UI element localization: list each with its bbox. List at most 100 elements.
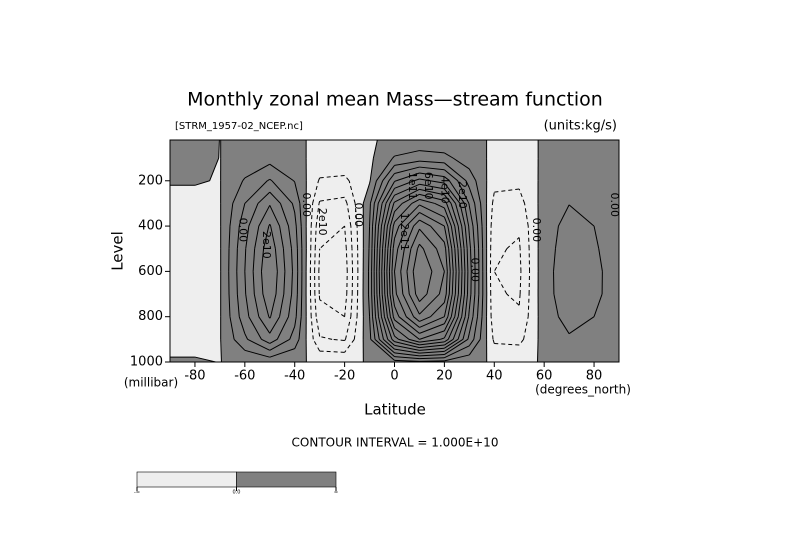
contour-line [419,344,445,349]
contour-line [396,172,420,182]
contour-line [376,157,393,182]
contour-line [369,180,377,204]
contour-line [419,198,435,204]
contour-fill [518,180,539,204]
contour-line [476,226,480,249]
contour-fill [493,316,520,340]
contour-line [386,248,389,272]
contour-label: 0.00 [236,218,249,243]
contour-line [229,203,234,227]
contour-line [419,183,445,190]
contour-line [394,327,410,340]
contour-fill [220,339,246,363]
contour-line [457,316,466,340]
contour-line [518,339,524,346]
contour-line [368,226,371,249]
contour-line [391,248,394,272]
contour-fill [486,293,495,317]
contour-line [413,178,420,182]
contour-line [598,248,603,272]
contour-fill [543,203,570,227]
contour-fill [244,157,271,182]
contour-line [269,191,281,204]
contour-fill [169,180,196,186]
contour-line [395,293,407,317]
contour-line [518,237,521,249]
colorbar-label: ∞ [334,490,338,496]
contour-line [291,248,293,272]
contour-label: 2e10 [316,208,329,236]
contour-fill [593,248,620,272]
contour-line [443,188,456,204]
contour-line [490,203,493,227]
contour-line [258,205,271,227]
contour-line [369,316,372,340]
contour-line [314,294,317,317]
colorbar-label: 0.0 [233,490,241,496]
contour-line [389,293,394,317]
y-tick-label: 1000 [130,355,163,370]
chart-subtitle: [STRM_1957-02_NCEP.nc] [175,121,303,132]
contour-line [419,219,431,227]
contour-line [444,338,464,352]
contour-line [459,203,466,227]
contour-fill [305,339,320,363]
contour-line [444,152,454,159]
contour-fill [543,339,570,363]
contour-line [394,348,420,354]
contour-line [269,178,273,182]
contour-interval-note: CONTOUR INTERVAL = 1.000E+10 [292,436,499,450]
contour-line [279,203,289,227]
contour-fill [169,356,196,363]
contour-fill [537,316,545,340]
contour-line [317,177,321,181]
contour-fill [537,157,545,182]
contour-fill [169,271,196,295]
contour-line [394,183,420,196]
contour-line [468,293,472,310]
contour-line [228,226,231,249]
contour-fill [593,271,620,295]
contour-line [454,248,457,272]
contour-fill [344,293,364,317]
contour-fill [543,271,570,295]
contour-line [254,225,260,249]
contour-fill [294,271,307,295]
contour-fill [269,139,296,159]
contour-line [344,339,355,353]
y-tick-label: 600 [138,264,163,279]
contour-line [269,338,290,351]
contour-line [369,203,371,227]
contour-line [378,248,381,272]
contour-label: 0.00 [352,203,365,228]
contour-line [344,339,346,341]
contour-line [344,293,348,317]
contour-fill [169,339,196,358]
contour-line [394,335,399,340]
contour-line [518,188,526,204]
contour-fill [537,271,545,295]
contour-line [389,211,395,227]
y-tick-label: 200 [138,173,163,188]
contour-line [257,191,271,204]
contour-line [444,345,470,359]
contour-line [394,225,400,239]
contour-line [362,183,371,204]
contour-line [386,293,391,317]
contour-fill [305,248,320,272]
contour-line [447,225,453,249]
contour-fill [568,139,595,159]
contour-line [312,339,321,352]
contour-fill [194,225,221,250]
contour-fill [220,293,246,317]
contour-line [236,248,238,272]
contour-line [253,293,260,317]
y-tick-label: 800 [138,309,163,324]
contour-line [220,339,222,363]
contour-fill [543,157,570,182]
contour-line [394,166,420,174]
contour-line [367,294,371,317]
contour-line [419,323,445,334]
contour-line [468,205,474,227]
contour-line [447,293,453,317]
